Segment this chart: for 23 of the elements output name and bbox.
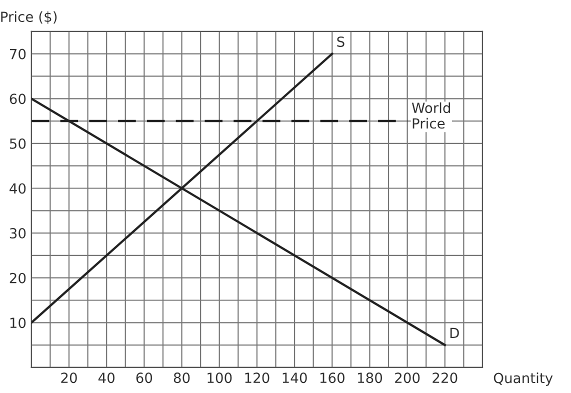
y-tick-label: 30 (10, 228, 26, 239)
x-tick-label: 140 (282, 372, 307, 384)
x-tick-label: 160 (320, 372, 344, 384)
x-tick-label: 200 (395, 372, 420, 384)
x-axis-title: Quantity (494, 372, 553, 386)
y-tick-label: 10 (10, 318, 26, 328)
y-axis-title: Price ($) (1, 11, 57, 24)
x-tick-label: 80 (174, 372, 190, 384)
annotation: World Price (412, 102, 450, 129)
x-tick-label: 60 (136, 372, 152, 384)
y-tick-label: 50 (10, 138, 26, 149)
annotation: S (337, 36, 344, 47)
x-tick-label: 180 (358, 372, 382, 384)
x-tick-label: 120 (245, 372, 270, 384)
x-tick-label: 20 (61, 372, 77, 384)
y-tick-label: 70 (10, 48, 26, 60)
y-tick-label: 60 (10, 94, 26, 104)
annotation: D (450, 328, 459, 338)
y-tick-label: 40 (10, 183, 26, 194)
x-tick-label: 220 (432, 372, 458, 384)
x-tick-label: 100 (208, 372, 232, 384)
y-tick-label: 20 (10, 272, 26, 284)
x-tick-label: 40 (98, 372, 114, 384)
